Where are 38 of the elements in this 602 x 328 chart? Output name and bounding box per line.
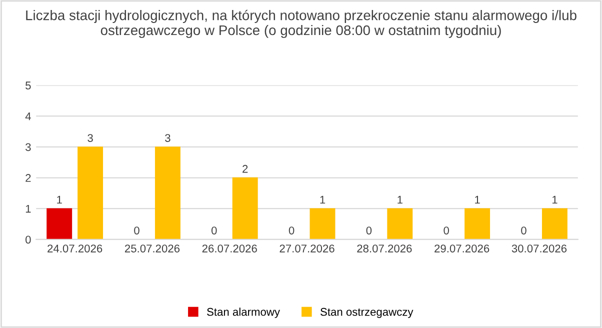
- bar: [46, 208, 72, 240]
- y-tick-label: 3: [26, 143, 31, 152]
- y-tick-label: 2: [26, 174, 31, 182]
- data-label: 1: [57, 196, 62, 204]
- x-tick-label: 25.07.2026: [124, 244, 180, 252]
- x-tick-label: 24.07.2026: [48, 244, 102, 252]
- bar: [387, 208, 413, 240]
- data-label: 0: [444, 226, 449, 234]
- bar: [464, 208, 490, 240]
- data-label: 1: [320, 196, 326, 204]
- chart-title: Liczba stacji hydrologicznych, na których notowano przekroczenie stanu alarmowego i/lub ostrzegawczego w Polsce (o godzinie 08:00 w ostatnim tygodniu): [26, 10, 576, 38]
- data-label: 1: [475, 196, 480, 204]
- bar: [232, 177, 258, 240]
- bar: [78, 146, 104, 240]
- data-label: 0: [521, 226, 526, 234]
- legend-label: Stan alarmowy: [207, 308, 280, 318]
- x-tick-label: 28.07.2026: [357, 244, 412, 252]
- x-tick-label: 29.07.2026: [434, 244, 490, 252]
- bar: [542, 208, 568, 240]
- x-tick-label: 30.07.2026: [512, 244, 567, 252]
- bar: [310, 208, 336, 240]
- x-tick-label: 27.07.2026: [280, 244, 334, 252]
- y-tick-label: 1: [26, 204, 31, 213]
- data-label: 1: [398, 196, 402, 204]
- data-label: 2: [242, 164, 248, 173]
- data-label: 0: [366, 226, 372, 234]
- y-tick-label: 0: [26, 236, 31, 244]
- data-label: 0: [134, 226, 140, 234]
- y-tick-label: 5: [26, 82, 31, 90]
- x-tick-label: 26.07.2026: [202, 244, 257, 252]
- data-label: 3: [165, 134, 170, 142]
- data-label: 0: [288, 226, 294, 234]
- data-label: 3: [88, 134, 93, 142]
- data-label: 0: [211, 226, 217, 234]
- bar: [154, 146, 180, 240]
- data-label: 1: [552, 196, 558, 204]
- y-tick-label: 4: [25, 112, 31, 120]
- legend-label: Stan ostrzegawczy: [320, 308, 414, 318]
